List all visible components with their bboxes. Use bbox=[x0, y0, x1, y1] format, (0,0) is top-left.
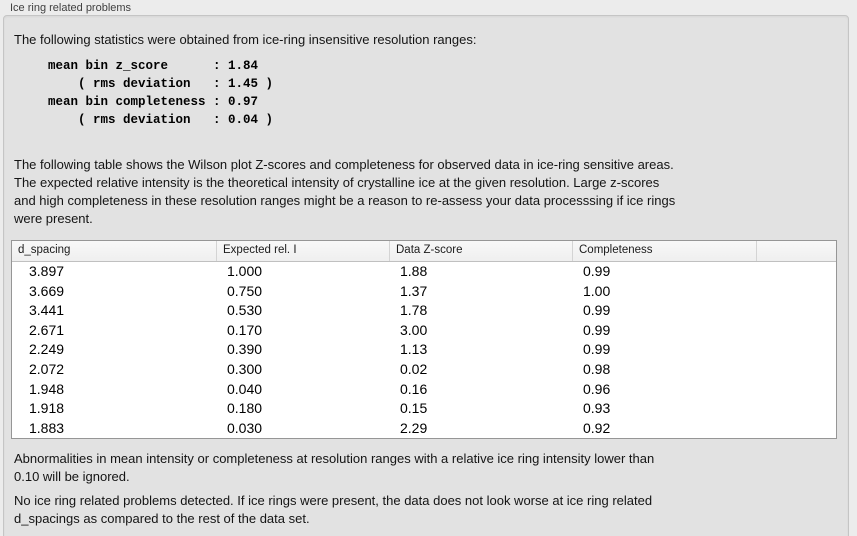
table-cell-spacer bbox=[757, 340, 836, 360]
table-cell: 3.897 bbox=[29, 263, 65, 279]
intro-text: The following statistics were obtained f… bbox=[14, 32, 477, 47]
table-cell-spacer bbox=[757, 360, 836, 380]
table-cell: 0.300 bbox=[227, 360, 263, 377]
table-cell-spacer bbox=[757, 399, 836, 419]
table-cell-spacer bbox=[757, 321, 836, 341]
table-cell-spacer bbox=[757, 419, 836, 439]
table-cell: 1.13 bbox=[400, 341, 428, 358]
column-header-data-z-score[interactable]: Data Z-score bbox=[390, 241, 573, 261]
table-cell: 1.78 bbox=[400, 302, 428, 319]
table-cell: 0.98 bbox=[583, 360, 611, 377]
table-cell: 1.918 bbox=[29, 400, 65, 417]
table-cell: 1.883 bbox=[29, 419, 65, 436]
table-cell: 1.88 bbox=[400, 263, 428, 279]
table-row[interactable]: 2.072 0.300 0.02 0.98 bbox=[12, 360, 836, 380]
table-row[interactable]: 2.249 0.390 1.13 0.99 bbox=[12, 340, 836, 360]
table-cell-spacer bbox=[757, 301, 836, 321]
column-header-expected-rel-i[interactable]: Expected rel. I bbox=[217, 241, 390, 261]
table-cell: 1.00 bbox=[583, 282, 611, 299]
table-cell: 0.530 bbox=[227, 302, 263, 319]
table-row[interactable]: 2.671 0.170 3.00 0.99 bbox=[12, 321, 836, 341]
table-cell: 0.02 bbox=[400, 360, 428, 377]
table-cell: 0.180 bbox=[227, 400, 263, 417]
table-cell: 0.750 bbox=[227, 282, 263, 299]
table-cell: 2.249 bbox=[29, 341, 65, 358]
table-cell: 0.030 bbox=[227, 419, 263, 436]
table-cell: 2.671 bbox=[29, 321, 65, 338]
table-row[interactable]: 3.897 1.000 1.88 0.99 bbox=[12, 262, 836, 282]
ice-ring-table: d_spacing Expected rel. I Data Z-score Comp… bbox=[11, 240, 837, 440]
table-cell: 0.99 bbox=[583, 302, 611, 319]
table-cell: 0.93 bbox=[583, 400, 611, 417]
table-cell: 1.000 bbox=[227, 263, 263, 279]
table-body: 3.897 1.000 1.88 0.99 3.669 0.750 1.37 1.00 3.44… bbox=[12, 262, 836, 438]
table-description: The following table shows the Wilson plo… bbox=[14, 157, 676, 226]
table-cell: 1.948 bbox=[29, 380, 65, 397]
table-cell: 0.170 bbox=[227, 321, 263, 338]
table-cell: 0.92 bbox=[583, 419, 611, 436]
table-cell: 0.99 bbox=[583, 321, 611, 338]
table-row[interactable]: 1.918 0.180 0.15 0.93 bbox=[12, 399, 836, 419]
table-row[interactable]: 1.883 0.030 2.29 0.92 bbox=[12, 419, 836, 439]
column-header-completeness[interactable]: Completeness bbox=[573, 241, 757, 261]
column-header-d-spacing[interactable]: d_spacing bbox=[12, 241, 217, 261]
table-cell: 0.99 bbox=[583, 341, 611, 358]
table-cell: 3.441 bbox=[29, 302, 65, 319]
table-cell: 3.669 bbox=[29, 282, 65, 299]
table-row[interactable]: 3.441 0.530 1.78 0.99 bbox=[12, 301, 836, 321]
table-header-row: d_spacing Expected rel. I Data Z-score Comp… bbox=[12, 241, 836, 262]
panel-title: Ice ring related problems bbox=[10, 2, 132, 14]
table-cell: 0.99 bbox=[583, 263, 611, 279]
table-cell: 2.29 bbox=[400, 419, 428, 436]
column-header-spacer[interactable] bbox=[757, 241, 836, 261]
table-cell: 2.072 bbox=[29, 360, 65, 377]
table-row[interactable]: 1.948 0.040 0.16 0.96 bbox=[12, 380, 836, 400]
ignore-note: Abnormalities in mean intensity or compl… bbox=[14, 451, 655, 485]
table-cell: 0.040 bbox=[227, 380, 263, 397]
table-cell: 1.37 bbox=[400, 282, 428, 299]
stats-block: mean bin z_score : 1.84 ( rms deviation … bbox=[48, 59, 274, 127]
table-cell-spacer bbox=[757, 380, 836, 400]
table-cell: 3.00 bbox=[400, 321, 428, 338]
table-cell: 0.96 bbox=[583, 380, 611, 397]
table-row[interactable]: 3.669 0.750 1.37 1.00 bbox=[12, 282, 836, 302]
table-cell: 0.390 bbox=[227, 341, 263, 358]
table-cell: 0.16 bbox=[400, 380, 428, 397]
table-cell: 0.15 bbox=[400, 400, 428, 417]
table-cell-spacer bbox=[757, 282, 836, 302]
conclusion-text: No ice ring related problems detected. I… bbox=[14, 493, 653, 527]
panel-group-box: The following statistics were obtained f… bbox=[3, 15, 849, 536]
table-cell-spacer bbox=[757, 262, 836, 282]
